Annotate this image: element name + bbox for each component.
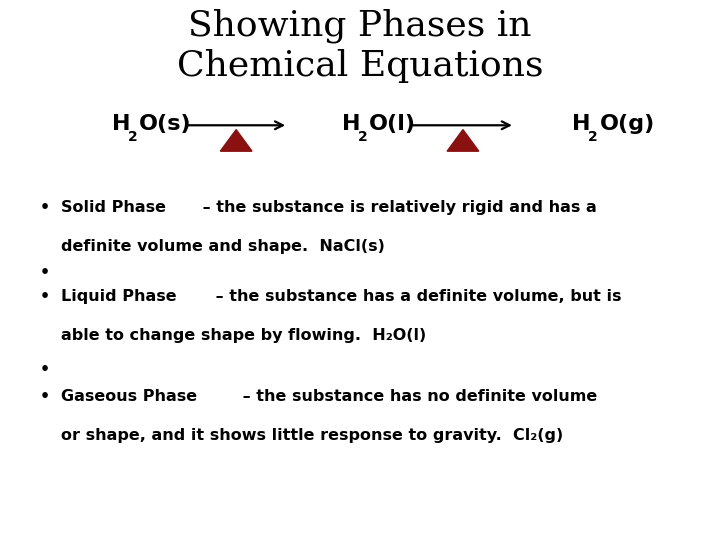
Text: able to change shape by flowing.  H₂O(l): able to change shape by flowing. H₂O(l) (61, 328, 426, 343)
Text: H: H (572, 113, 591, 133)
Text: 2: 2 (127, 131, 138, 145)
Text: H: H (112, 113, 130, 133)
Text: H: H (342, 113, 361, 133)
Polygon shape (220, 130, 252, 151)
Text: – the substance has a definite volume, but is: – the substance has a definite volume, b… (210, 289, 622, 304)
Text: 2: 2 (588, 131, 598, 145)
Text: 2: 2 (358, 131, 368, 145)
Text: O(l): O(l) (369, 113, 416, 133)
Text: O(g): O(g) (600, 113, 655, 133)
Text: •: • (40, 200, 50, 215)
Text: O(s): O(s) (139, 113, 192, 133)
Text: Solid Phase: Solid Phase (61, 200, 166, 215)
Text: Liquid Phase: Liquid Phase (61, 289, 177, 304)
Text: •: • (40, 389, 50, 404)
Text: definite volume and shape.  NaCl(s): definite volume and shape. NaCl(s) (61, 239, 385, 254)
Text: •: • (40, 289, 50, 304)
Text: or shape, and it shows little response to gravity.  Cl₂(g): or shape, and it shows little response t… (61, 428, 564, 443)
Text: Gaseous Phase: Gaseous Phase (61, 389, 197, 404)
Text: •: • (40, 362, 50, 377)
Polygon shape (447, 130, 479, 151)
Text: •: • (40, 265, 50, 280)
Text: Showing Phases in
Chemical Equations: Showing Phases in Chemical Equations (176, 8, 544, 83)
Text: – the substance is relatively rigid and has a: – the substance is relatively rigid and … (197, 200, 596, 215)
Text: – the substance has no definite volume: – the substance has no definite volume (237, 389, 597, 404)
